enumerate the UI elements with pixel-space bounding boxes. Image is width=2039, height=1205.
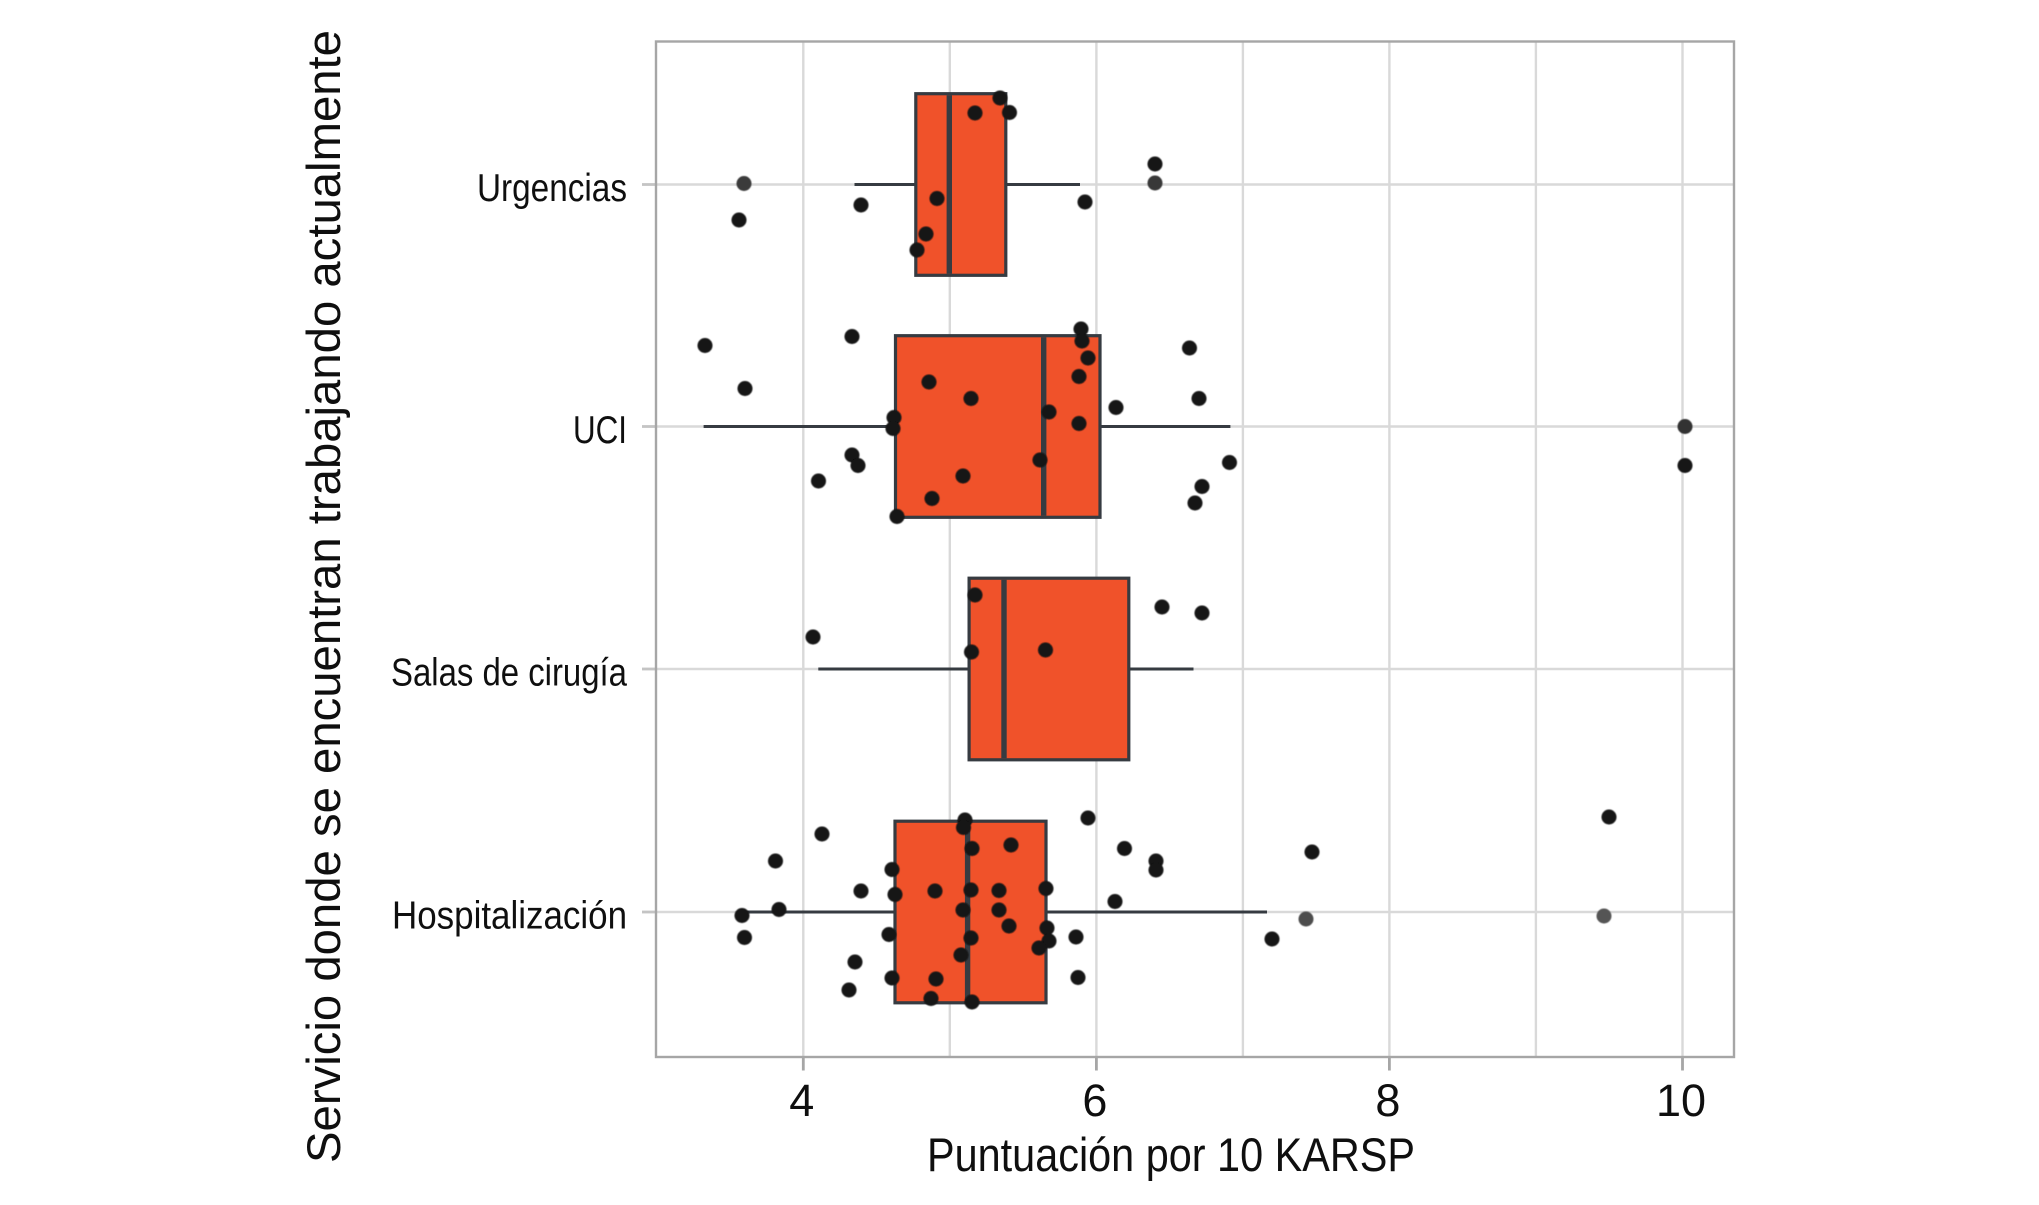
svg-text:UCI: UCI: [573, 409, 627, 452]
svg-text:Servicio donde se encuentran t: Servicio donde se encuentran trabajando …: [297, 30, 350, 1163]
svg-text:Puntuación por 10 KARSP: Puntuación por 10 KARSP: [927, 1128, 1415, 1181]
svg-text:Hospitalización: Hospitalización: [392, 895, 627, 938]
svg-text:Salas de cirugía: Salas de cirugía: [391, 652, 627, 695]
svg-text:6: 6: [1082, 1075, 1107, 1126]
svg-text:4: 4: [789, 1075, 814, 1126]
svg-text:Urgencias: Urgencias: [477, 167, 627, 210]
svg-text:10: 10: [1656, 1075, 1706, 1126]
svg-text:8: 8: [1375, 1075, 1400, 1126]
